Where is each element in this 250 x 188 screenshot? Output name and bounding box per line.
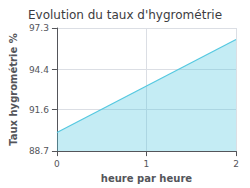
svg-text:2: 2 [233, 159, 239, 169]
svg-text:91.6: 91.6 [29, 105, 49, 115]
svg-text:heure par heure: heure par heure [101, 173, 192, 184]
svg-text:94.4: 94.4 [29, 65, 49, 75]
svg-text:1: 1 [144, 159, 150, 169]
svg-text:0: 0 [54, 159, 60, 169]
svg-text:97.3: 97.3 [29, 23, 49, 33]
svg-text:Evolution du taux d'hygrométri: Evolution du taux d'hygrométrie [28, 8, 222, 22]
svg-text:Taux hygrométrie %: Taux hygrométrie % [8, 33, 19, 146]
svg-text:88.7: 88.7 [29, 146, 49, 156]
